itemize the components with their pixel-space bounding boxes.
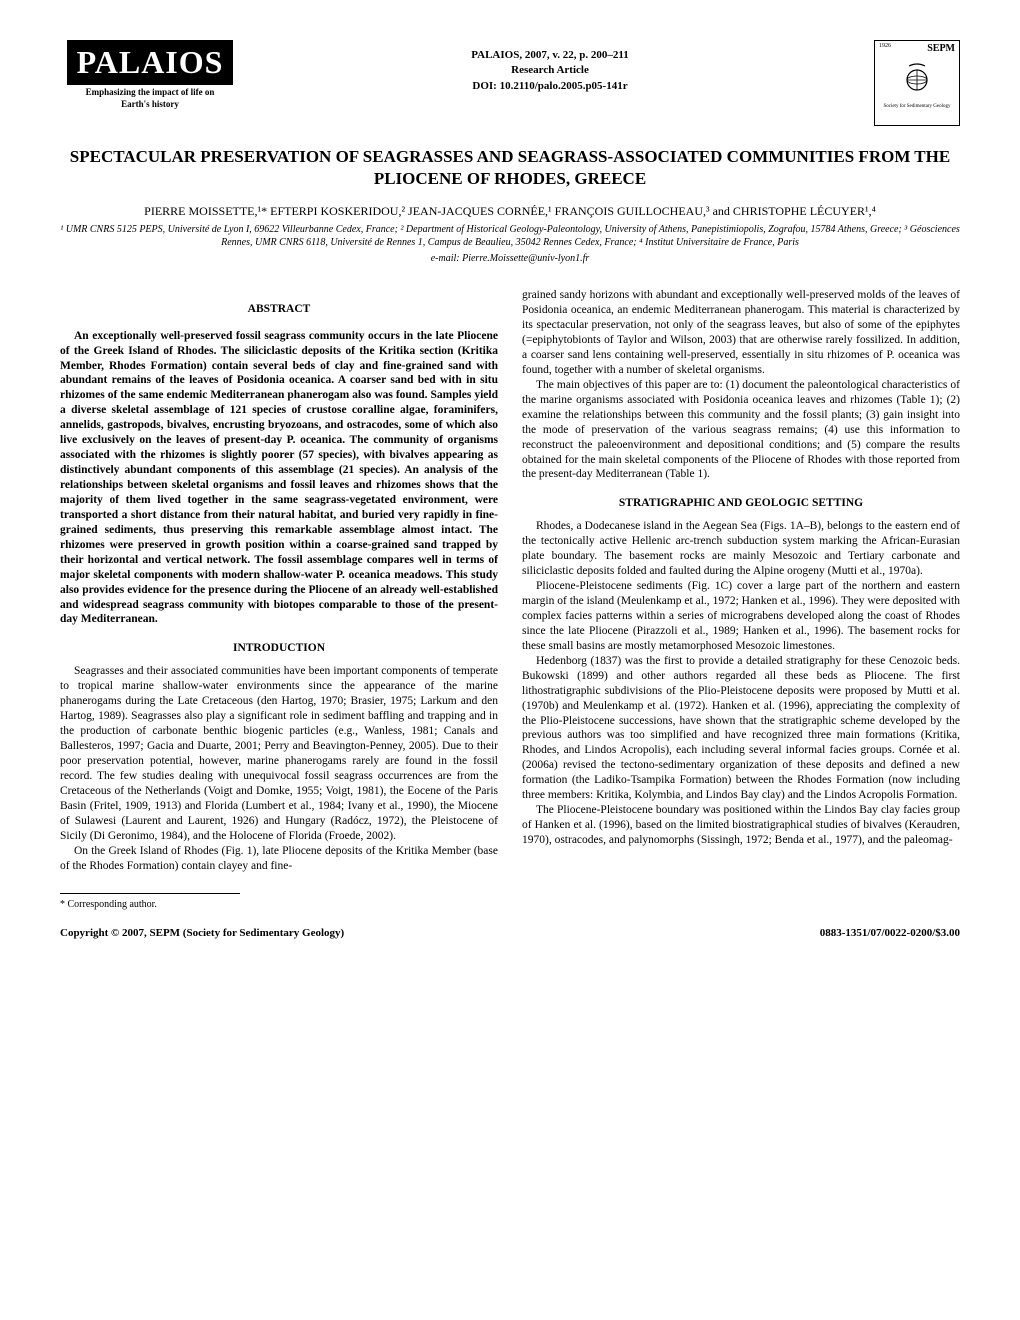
page-container: PALAIOS Emphasizing the impact of life o… bbox=[0, 0, 1020, 979]
article-type: Research Article bbox=[240, 63, 860, 78]
sepm-box: 1926 SEPM Society for Sedimentary Geolog… bbox=[874, 40, 960, 126]
palaios-tagline-1: Emphasizing the impact of life on bbox=[86, 87, 215, 97]
palaios-tagline-2: Earth's history bbox=[121, 99, 179, 109]
page-footer: Copyright © 2007, SEPM (Society for Sedi… bbox=[60, 927, 960, 939]
right-column: grained sandy horizons with abundant and… bbox=[522, 288, 960, 911]
header-row: PALAIOS Emphasizing the impact of life o… bbox=[60, 40, 960, 126]
sepm-year: 1926 bbox=[879, 43, 891, 49]
corresponding-email: e-mail: Pierre.Moissette@univ-lyon1.fr bbox=[60, 253, 960, 264]
two-column-body: ABSTRACT An exceptionally well-preserved… bbox=[60, 288, 960, 911]
authors-line: PIERRE MOISSETTE,¹* EFTERPI KOSKERIDOU,²… bbox=[60, 204, 960, 219]
corresponding-footnote: * Corresponding author. bbox=[60, 893, 240, 911]
palaios-wordmark: PALAIOS bbox=[67, 40, 234, 85]
header-center: PALAIOS, 2007, v. 22, p. 200–211 Researc… bbox=[240, 40, 860, 94]
sepm-logo-right: 1926 SEPM Society for Sedimentary Geolog… bbox=[860, 40, 960, 126]
sepm-globe-icon bbox=[899, 58, 935, 102]
sepm-subtitle: Society for Sedimentary Geology bbox=[883, 104, 950, 109]
strat-para-3: Hedenborg (1837) was the first to provid… bbox=[522, 654, 960, 803]
intro-para-1: Seagrasses and their associated communit… bbox=[60, 664, 498, 843]
strat-heading: STRATIGRAPHIC AND GEOLOGIC SETTING bbox=[522, 496, 960, 511]
strat-para-4: The Pliocene-Pleistocene boundary was po… bbox=[522, 803, 960, 848]
sepm-label: SEPM bbox=[927, 43, 955, 54]
article-title: SPECTACULAR PRESERVATION OF SEAGRASSES A… bbox=[60, 146, 960, 190]
col2-para-1: grained sandy horizons with abundant and… bbox=[522, 288, 960, 378]
footer-copyright: Copyright © 2007, SEPM (Society for Sedi… bbox=[60, 927, 344, 939]
footer-issn-price: 0883-1351/07/0022-0200/$3.00 bbox=[820, 927, 960, 939]
affiliations: ¹ UMR CNRS 5125 PEPS, Université de Lyon… bbox=[60, 223, 960, 249]
left-column: ABSTRACT An exceptionally well-preserved… bbox=[60, 288, 498, 911]
strat-para-1: Rhodes, a Dodecanese island in the Aegea… bbox=[522, 519, 960, 579]
intro-heading: INTRODUCTION bbox=[60, 641, 498, 656]
abstract-heading: ABSTRACT bbox=[60, 302, 498, 317]
strat-para-2: Pliocene-Pleistocene sediments (Fig. 1C)… bbox=[522, 579, 960, 654]
abstract-text: An exceptionally well-preserved fossil s… bbox=[60, 329, 498, 628]
col2-para-2: The main objectives of this paper are to… bbox=[522, 378, 960, 483]
journal-logo-left: PALAIOS Emphasizing the impact of life o… bbox=[60, 40, 240, 109]
citation-line: PALAIOS, 2007, v. 22, p. 200–211 bbox=[240, 48, 860, 63]
doi-line: DOI: 10.2110/palo.2005.p05-141r bbox=[240, 79, 860, 94]
intro-para-2: On the Greek Island of Rhodes (Fig. 1), … bbox=[60, 844, 498, 874]
